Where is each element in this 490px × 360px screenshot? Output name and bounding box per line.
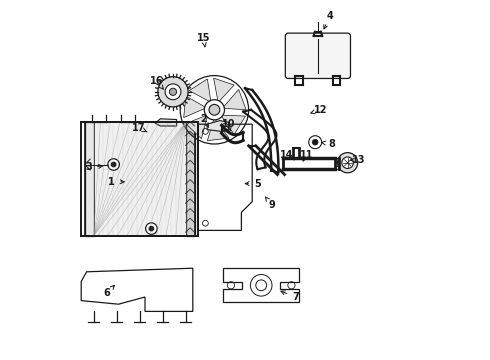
Circle shape: [108, 159, 120, 170]
Bar: [186, 122, 195, 236]
Polygon shape: [155, 119, 176, 126]
Bar: [85, 122, 195, 236]
Text: 1: 1: [108, 177, 115, 187]
Polygon shape: [189, 79, 211, 102]
Polygon shape: [221, 115, 245, 135]
Circle shape: [204, 100, 224, 120]
Polygon shape: [184, 96, 206, 118]
Text: 9: 9: [269, 200, 275, 210]
Polygon shape: [207, 121, 229, 131]
Text: 4: 4: [326, 11, 333, 21]
Circle shape: [170, 88, 176, 95]
Circle shape: [158, 77, 188, 107]
Circle shape: [149, 226, 153, 231]
Text: 11: 11: [299, 150, 313, 160]
Text: 7: 7: [292, 292, 299, 302]
Text: 14: 14: [280, 150, 293, 160]
Text: 6: 6: [103, 288, 110, 298]
Circle shape: [165, 84, 181, 100]
Polygon shape: [186, 115, 208, 139]
Text: 3: 3: [85, 162, 92, 172]
Circle shape: [312, 139, 318, 145]
Circle shape: [342, 157, 353, 168]
Text: 10: 10: [222, 119, 236, 129]
Bar: [85, 122, 94, 236]
Text: 8: 8: [328, 139, 335, 149]
Polygon shape: [207, 119, 229, 141]
Circle shape: [111, 162, 116, 167]
Text: 16: 16: [150, 76, 164, 86]
Circle shape: [309, 136, 321, 149]
Text: 5: 5: [254, 179, 261, 189]
Polygon shape: [214, 78, 234, 102]
Text: 12: 12: [314, 105, 327, 115]
Text: 13: 13: [352, 155, 365, 165]
Text: 15: 15: [197, 33, 210, 43]
Bar: [94, 122, 186, 236]
Circle shape: [209, 104, 220, 115]
Text: 17: 17: [132, 123, 146, 133]
Polygon shape: [223, 89, 246, 110]
Circle shape: [146, 223, 157, 234]
FancyBboxPatch shape: [285, 33, 350, 78]
Text: 2: 2: [200, 114, 207, 124]
Circle shape: [338, 153, 358, 173]
